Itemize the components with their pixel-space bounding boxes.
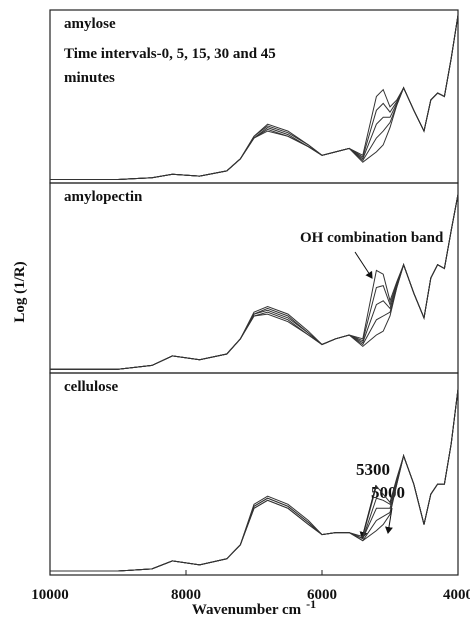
x-tick-label: 10000 bbox=[31, 587, 69, 603]
annotation: Time intervals-0, 5, 15, 30 and 45 bbox=[64, 46, 276, 62]
spectrum-line bbox=[50, 15, 459, 180]
spectrum-line bbox=[50, 389, 459, 572]
panel-frame bbox=[49, 9, 459, 184]
x-tick-label: 4000 bbox=[443, 587, 470, 603]
spectrum-line bbox=[50, 15, 459, 180]
x-axis-label-sup: -1 bbox=[306, 597, 316, 611]
spectrum-line bbox=[50, 194, 459, 370]
spectrum-line bbox=[50, 15, 459, 180]
panel-label: cellulose bbox=[64, 379, 118, 395]
x-axis-label: Wavenumber cm -1 bbox=[192, 597, 316, 618]
spectrum-line bbox=[50, 15, 459, 180]
arrow bbox=[384, 507, 393, 534]
annotation: 5000 bbox=[371, 483, 405, 502]
panel-label: amylose bbox=[64, 16, 116, 32]
panel-label: amylopectin bbox=[64, 189, 143, 205]
panel-frame bbox=[49, 182, 459, 374]
annotation: 5300 bbox=[356, 460, 390, 479]
annotation: minutes bbox=[64, 70, 115, 86]
panel-frame bbox=[49, 372, 459, 576]
x-tick-label: 6000 bbox=[307, 587, 337, 603]
x-tick-label: 8000 bbox=[171, 587, 201, 603]
arrow bbox=[354, 251, 373, 279]
x-axis-label-main: Wavenumber cm bbox=[192, 602, 302, 618]
spectrum-line bbox=[50, 389, 459, 572]
spectrum-line bbox=[50, 15, 459, 180]
y-axis-label: Log (1/R) bbox=[12, 261, 28, 322]
annotation: OH combination band bbox=[300, 230, 444, 246]
